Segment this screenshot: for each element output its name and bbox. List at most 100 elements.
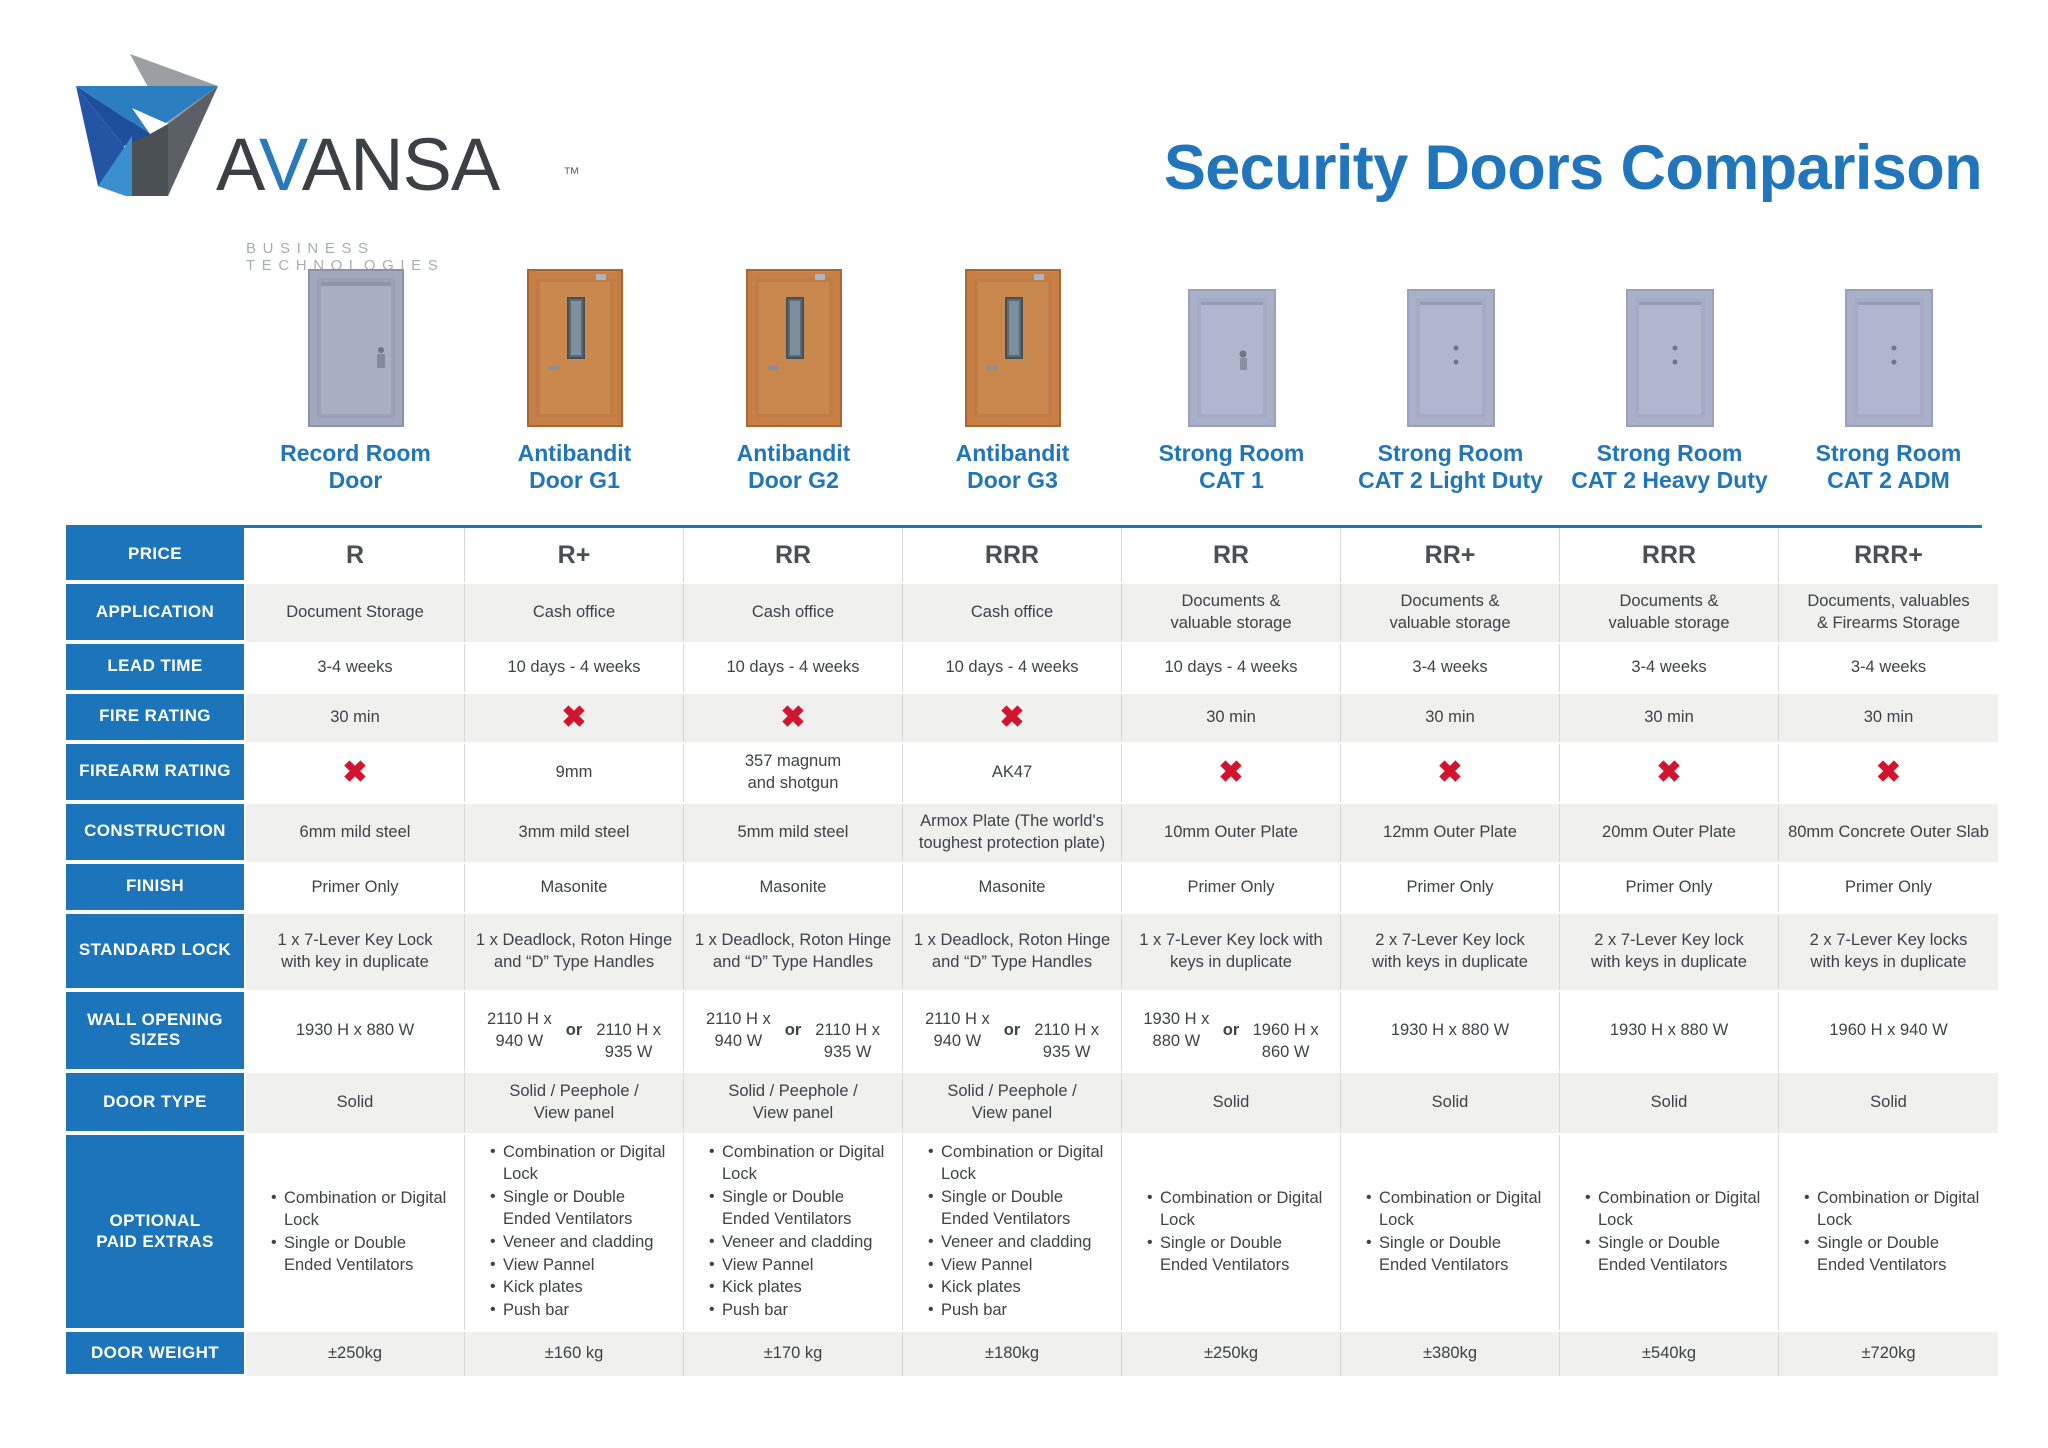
product-name-line2: Door G1 [529, 467, 620, 494]
cell-price-0: R [246, 528, 465, 582]
product-name-strongroom-cat2-adm: Strong Room CAT 2 ADM [1779, 440, 1998, 500]
cell-finish-2: Masonite [684, 863, 903, 912]
strongroom-door-icon [1187, 289, 1276, 427]
extras-list-item: View Pannel [490, 1254, 675, 1278]
extras-list-item: Veneer and cladding [490, 1231, 675, 1255]
cell-door-weight-4: ±250kg [1122, 1332, 1341, 1377]
cell-door-weight-6: ±540kg [1560, 1332, 1779, 1377]
table-row-door-type: DOOR TYPE Solid Solid / Peephole / View p… [66, 1072, 1998, 1135]
product-name-strongroom-cat1: Strong Room CAT 1 [1122, 440, 1341, 500]
cell-door-weight-2: ±170 kg [684, 1332, 903, 1377]
extras-list-item: Single or Double Ended Ventilators [1585, 1232, 1770, 1278]
cell-firearm-rating-5: ✖ [1341, 743, 1560, 802]
cell-lead-time-1: 10 days - 4 weeks [465, 643, 684, 692]
extras-list-item: Single or Double Ended Ventilators [271, 1232, 456, 1278]
product-name-antibandit-g1: Antibandit Door G1 [465, 440, 684, 500]
cell-price-1: R+ [465, 528, 684, 582]
product-name-line1: Record Room [280, 440, 431, 466]
cell-wall-opening-5: 1930 H x 880 W [1341, 991, 1560, 1071]
extras-list-item: Kick plates [709, 1276, 894, 1300]
cell-finish-0: Primer Only [246, 863, 465, 912]
row-label-door-type: DOOR TYPE [66, 1072, 246, 1133]
row-label-standard-lock: STANDARD LOCK [66, 913, 246, 990]
cell-finish-6: Primer Only [1560, 863, 1779, 912]
cell-price-5: RR+ [1341, 528, 1560, 582]
product-name-line1: Antibandit [736, 440, 851, 466]
cell-construction-3: Armox Plate (The world's toughest protect… [903, 803, 1122, 862]
cell-lead-time-4: 10 days - 4 weeks [1122, 643, 1341, 692]
extras-list-item: Combination or Digital Lock [709, 1141, 894, 1187]
cell-price-6: RRR [1560, 528, 1779, 582]
comparison-table: PRICE R R+ RR RRR RR RR+ RRR RRR+ APPLIC… [66, 525, 1998, 1379]
cell-fire-rating-3: ✖ [903, 693, 1122, 742]
extras-list-item: Kick plates [928, 1276, 1113, 1300]
extras-list: Combination or Digital LockSingle or Dou… [706, 1141, 894, 1324]
trademark-symbol: ™ [563, 164, 580, 183]
cell-door-type-4: Solid [1122, 1072, 1341, 1133]
table-row-lead-time: LEAD TIME 3-4 weeks 10 days - 4 weeks 10… [66, 643, 1998, 694]
table-row-construction: CONSTRUCTION 6mm mild steel 3mm mild ste… [66, 803, 1998, 864]
cell-application-1: Cash office [465, 584, 684, 642]
cell-price-4: RR [1122, 528, 1341, 582]
extras-list-item: Push bar [928, 1299, 1113, 1323]
cell-firearm-rating-7: ✖ [1779, 743, 1998, 802]
cell-construction-6: 20mm Outer Plate [1560, 803, 1779, 862]
product-name-strongroom-cat2-heavy: Strong Room CAT 2 Heavy Duty [1560, 440, 1779, 500]
cell-standard-lock-2: 1 x Deadlock, Roton Hinge and “D” Type Ha… [684, 913, 903, 990]
cell-lead-time-7: 3-4 weeks [1779, 643, 1998, 692]
cell-door-weight-5: ±380kg [1341, 1332, 1560, 1377]
extras-list: Combination or Digital LockSingle or Dou… [1582, 1187, 1770, 1278]
product-name-line2: Door [328, 467, 383, 494]
extras-list-item: Combination or Digital Lock [1585, 1187, 1770, 1233]
cell-finish-3: Masonite [903, 863, 1122, 912]
row-label-door-weight: DOOR WEIGHT [66, 1332, 246, 1377]
door-image-antibandit-g3 [903, 258, 1122, 428]
product-name-line1: Strong Room [1158, 440, 1305, 466]
strongroom-door-icon [1406, 289, 1495, 427]
brand-wordmark-v: V [258, 123, 303, 206]
cell-fire-rating-6: 30 min [1560, 693, 1779, 742]
row-label-application: APPLICATION [66, 584, 246, 642]
cell-optional-extras-3: Combination or Digital LockSingle or Dou… [903, 1134, 1122, 1331]
extras-list-item: Single or Double Ended Ventilators [928, 1186, 1113, 1232]
extras-list-item: Veneer and cladding [709, 1231, 894, 1255]
wood-door-with-viewpanel-icon [526, 269, 623, 427]
product-name-line2: Door G2 [748, 467, 839, 494]
cell-standard-lock-3: 1 x Deadlock, Roton Hinge and “D” Type Ha… [903, 913, 1122, 990]
cell-optional-extras-0: Combination or Digital LockSingle or Dou… [246, 1134, 465, 1331]
cell-wall-opening-4: 1930 H x 880 W or 1960 H x 860 W [1122, 991, 1341, 1071]
cell-lead-time-3: 10 days - 4 weeks [903, 643, 1122, 692]
cell-door-type-7: Solid [1779, 1072, 1998, 1133]
product-name-spacer [66, 440, 246, 500]
cell-construction-7: 80mm Concrete Outer Slab [1779, 803, 1998, 862]
door-image-antibandit-g1 [465, 258, 684, 428]
door-image-antibandit-g2 [684, 258, 903, 428]
door-image-spacer [66, 258, 246, 428]
cell-construction-4: 10mm Outer Plate [1122, 803, 1341, 862]
wood-door-with-viewpanel-icon [964, 269, 1061, 427]
extras-list-item: Combination or Digital Lock [271, 1187, 456, 1233]
grey-steel-door-icon [307, 269, 404, 427]
cell-lead-time-6: 3-4 weeks [1560, 643, 1779, 692]
cell-construction-5: 12mm Outer Plate [1341, 803, 1560, 862]
extras-list-item: Combination or Digital Lock [928, 1141, 1113, 1187]
extras-list-item: Single or Double Ended Ventilators [1804, 1232, 1990, 1278]
product-name-strongroom-cat2-light: Strong Room CAT 2 Light Duty [1341, 440, 1560, 500]
cell-door-type-0: Solid [246, 1072, 465, 1133]
cell-firearm-rating-3: AK47 [903, 743, 1122, 802]
cell-construction-2: 5mm mild steel [684, 803, 903, 862]
cell-door-type-5: Solid [1341, 1072, 1560, 1133]
row-label-finish: FINISH [66, 863, 246, 912]
avansa-triangle-logo-icon [76, 54, 218, 196]
table-row-price: PRICE R R+ RR RRR RR RR+ RRR RRR+ [66, 528, 1998, 584]
table-row-finish: FINISH Primer Only Masonite Masonite Mas… [66, 863, 1998, 914]
product-name-line2: CAT 2 Heavy Duty [1571, 467, 1768, 494]
table-row-application: APPLICATION Document Storage Cash office… [66, 584, 1998, 644]
cell-wall-opening-1: 2110 H x 940 W or 2110 H x 935 W [465, 991, 684, 1071]
table-row-fire-rating: FIRE RATING 30 min ✖ ✖ ✖ 30 min 30 min 3… [66, 693, 1998, 744]
cell-finish-5: Primer Only [1341, 863, 1560, 912]
cell-standard-lock-0: 1 x 7-Lever Key Lock with key in duplicat… [246, 913, 465, 990]
product-name-line1: Strong Room [1815, 440, 1962, 466]
cell-standard-lock-1: 1 x Deadlock, Roton Hinge and “D” Type Ha… [465, 913, 684, 990]
